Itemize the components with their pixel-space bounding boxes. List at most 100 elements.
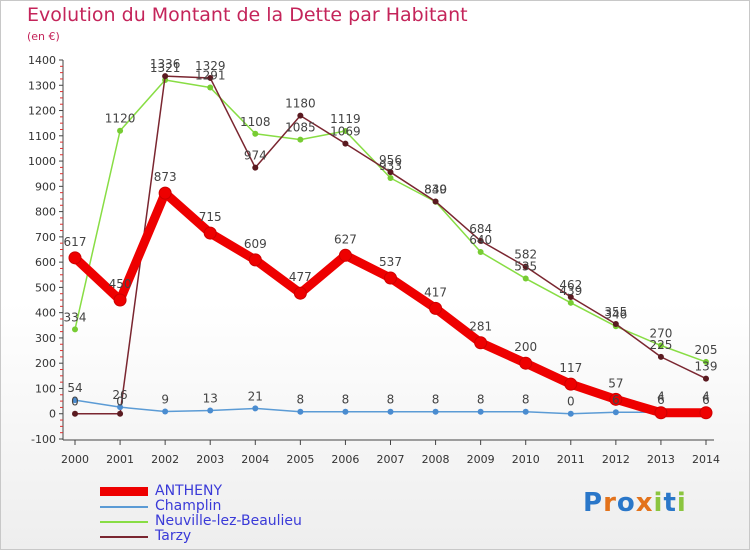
x-tick-label: 2012 [602,453,630,466]
unit-label: (en €) [27,30,60,43]
data-label-neuville-lez-beaulieu: 346 [604,307,627,321]
legend-label-neuville: Neuville-lez-Beaulieu [155,513,302,529]
data-label-tarzy: 956 [379,153,402,167]
logo-letter: P [583,488,604,518]
x-tick-label: 2011 [557,453,585,466]
data-label-tarzy: 974 [244,149,267,163]
data-label-neuville-lez-beaulieu: 1321 [150,61,181,75]
x-tick-label: 2003 [196,453,224,466]
data-label-tarzy: 840 [424,182,447,196]
x-tick-label: 2004 [241,453,269,466]
data-point-antheny [158,186,172,200]
data-point-tarzy [252,164,259,171]
data-label-tarzy: 684 [469,222,492,236]
chart-title: Evolution du Montant de la Dette par Hab… [27,4,468,26]
data-point-neuville-lez-beaulieu [342,127,349,134]
data-point-champlin [342,408,349,415]
data-label-tarzy: 0 [116,395,124,409]
data-point-antheny [113,293,127,307]
data-label-tarzy: 1336 [150,57,181,71]
data-point-champlin [477,408,484,415]
data-label-champlin: 54 [67,381,82,395]
data-label-tarzy: 355 [604,305,627,319]
data-label-tarzy: 139 [695,360,718,374]
data-label-champlin: 9 [161,392,169,406]
data-label-neuville-lez-beaulieu: 334 [64,310,87,324]
data-label-champlin: 0 [567,395,575,409]
data-label-neuville-lez-beaulieu: 535 [514,260,537,274]
data-label-antheny: 4 [702,390,710,404]
data-point-neuville-lez-beaulieu [297,136,304,143]
data-label-neuville-lez-beaulieu: 270 [649,327,672,341]
logo-letter: x [635,488,654,518]
data-point-neuville-lez-beaulieu [207,84,214,91]
data-label-antheny: 117 [559,361,582,375]
data-point-neuville-lez-beaulieu [703,358,709,365]
data-label-antheny: 537 [379,255,402,269]
data-point-champlin [207,407,214,414]
data-point-champlin [387,408,394,415]
y-tick-label: 800 [35,206,56,219]
x-tick-label: 2001 [106,453,134,466]
data-label-neuville-lez-beaulieu: 1119 [330,112,361,126]
data-point-neuville-lez-beaulieu [72,326,78,333]
data-point-antheny [429,301,443,315]
data-point-champlin [567,410,574,417]
data-label-tarzy: 1329 [195,59,226,73]
legend-item-neuville: Neuville-lez-Beaulieu [100,514,360,529]
series-neuville-lez-beaulieu [72,76,709,365]
x-tick-label: 2010 [512,453,540,466]
y-tick-label: 900 [35,180,56,193]
data-label-neuville-lez-beaulieu: 839 [424,183,447,197]
x-tick-label: 2002 [151,453,179,466]
data-label-antheny: 57 [608,376,623,390]
data-point-tarzy [117,410,124,417]
legend-label-champlin: Champlin [155,498,222,514]
series-line-tarzy [75,75,707,415]
data-label-antheny: 417 [424,285,447,299]
data-label-neuville-lez-beaulieu: 1108 [240,115,271,129]
data-labels-neuville-lez-beaulieu: 334 1120 1321 1291 1108 1085 1119 933 839 640 535 4… [64,61,718,357]
data-point-antheny [68,251,82,265]
data-point-tarzy [612,321,619,328]
data-point-champlin [522,408,529,415]
data-point-tarzy [72,410,78,417]
x-tick-label: 2013 [647,453,675,466]
data-point-antheny [338,248,352,262]
x-tick-label: 2009 [467,453,495,466]
data-label-champlin: 8 [477,393,485,407]
data-point-antheny [203,226,217,240]
data-point-antheny [384,271,397,285]
data-label-champlin: 21 [248,389,263,403]
data-label-champlin: 8 [387,393,395,407]
legend-swatch-tarzy [100,536,148,538]
x-tick-label: 2008 [422,453,450,466]
data-point-antheny [699,406,713,420]
data-point-tarzy [207,74,214,81]
x-tick-label: 2007 [377,453,405,466]
data-label-neuville-lez-beaulieu: 1085 [285,121,316,135]
logo-letter: t [663,488,677,518]
y-tick-label: 600 [35,256,56,269]
data-point-tarzy [477,237,484,244]
legend-item-antheny: ANTHENY [100,484,360,499]
y-tick-label: 1400 [28,54,56,67]
data-point-tarzy [703,375,709,382]
data-point-antheny [654,406,668,420]
data-label-antheny: 450 [109,277,132,291]
data-point-tarzy [432,198,439,205]
data-point-champlin [297,408,304,415]
data-label-neuville-lez-beaulieu: 1120 [105,112,136,126]
legend-item-champlin: Champlin [100,499,360,514]
data-label-champlin: 6 [702,393,710,407]
y-tick-label: 1100 [28,130,56,143]
logo-letter: i [676,488,687,518]
proxiti-logo: Proxiti [583,488,687,518]
data-label-neuville-lez-beaulieu: 640 [469,233,492,247]
y-tick-label: 300 [35,332,56,345]
data-label-antheny: 609 [244,237,267,251]
data-label-tarzy: 582 [514,248,537,262]
data-label-antheny: 477 [289,270,312,284]
data-labels-champlin: 54 26 9 13 21 8 8 8 8 8 8 0 6 6 6 [67,381,709,409]
